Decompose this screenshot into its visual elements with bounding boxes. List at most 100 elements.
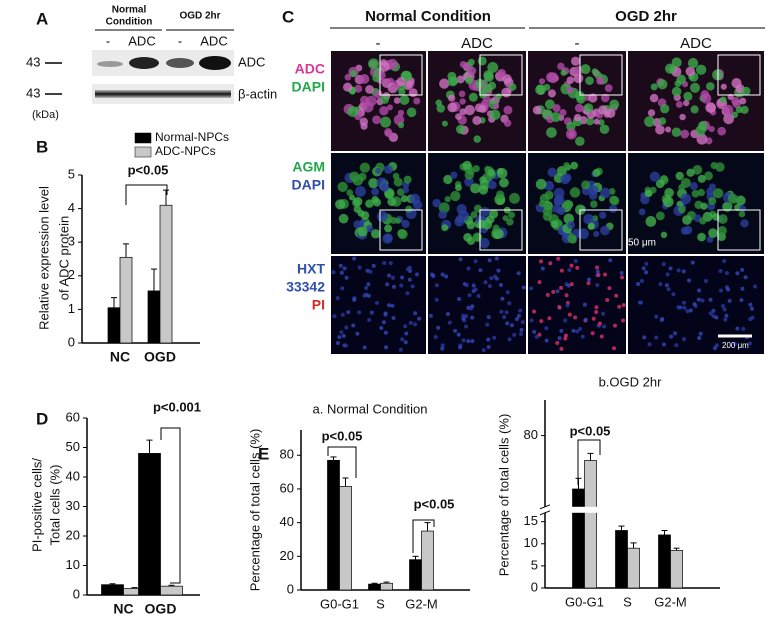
cell — [500, 296, 505, 301]
cell — [596, 272, 601, 277]
cell — [571, 56, 581, 66]
cell — [397, 109, 405, 117]
cell — [458, 90, 466, 98]
cell — [455, 113, 462, 120]
y-axis-label: PI-positive cells/ — [29, 458, 44, 552]
cell — [487, 284, 492, 289]
cell — [408, 320, 413, 325]
cell — [470, 211, 478, 219]
cell — [668, 266, 673, 271]
cell — [690, 105, 699, 114]
bar — [380, 582, 393, 591]
cell — [538, 200, 546, 208]
cell — [464, 177, 474, 187]
cell — [747, 341, 752, 346]
cell — [470, 183, 481, 194]
cell — [355, 186, 366, 197]
cell — [403, 175, 412, 184]
cell — [414, 272, 419, 277]
cell — [371, 187, 380, 196]
cell — [507, 301, 512, 306]
cell — [595, 265, 600, 270]
cell — [557, 304, 562, 309]
cell — [455, 184, 462, 192]
cell — [689, 82, 701, 93]
cell — [502, 215, 509, 222]
cell — [347, 106, 359, 118]
cell — [547, 72, 559, 84]
cell — [397, 122, 405, 129]
error-bar — [587, 452, 594, 461]
cell — [583, 213, 594, 225]
x-tick-label: NC — [110, 349, 130, 365]
significance-bracket — [577, 439, 601, 485]
cell — [647, 109, 656, 117]
cell — [683, 99, 690, 107]
cell — [708, 228, 718, 238]
bar-break — [571, 506, 586, 513]
cell — [544, 99, 555, 110]
cell — [685, 66, 696, 77]
cell — [551, 289, 556, 294]
panel-label: C — [282, 7, 294, 26]
cell — [679, 113, 686, 121]
cell — [472, 115, 482, 126]
bar-chart: 0 10 20 30 40 50 60 PI-positive cells/Total cel… — [29, 399, 201, 616]
cell — [691, 189, 700, 198]
cell — [492, 335, 497, 340]
cell — [399, 283, 404, 288]
cell — [509, 83, 517, 91]
error-bar — [131, 587, 138, 589]
cell — [351, 323, 356, 328]
cell — [641, 266, 646, 271]
cell — [368, 58, 380, 70]
cell — [638, 208, 646, 216]
cell — [539, 319, 544, 324]
cell — [599, 124, 610, 135]
cell — [445, 312, 450, 317]
cell — [438, 210, 447, 219]
cell — [598, 105, 608, 115]
cell — [384, 128, 393, 137]
cell — [440, 346, 445, 351]
cell — [332, 314, 337, 319]
cell — [700, 298, 705, 303]
cell — [660, 231, 668, 239]
cell — [388, 261, 393, 266]
cell — [489, 276, 494, 281]
cell — [481, 348, 486, 353]
cell — [465, 76, 473, 85]
cell — [680, 193, 692, 205]
cell — [337, 335, 342, 340]
bar — [627, 547, 640, 589]
cell — [496, 190, 505, 199]
cell — [697, 174, 706, 183]
cell — [565, 128, 577, 140]
cell — [441, 120, 448, 127]
cell — [417, 316, 422, 321]
cell — [687, 57, 699, 69]
cell — [478, 268, 483, 273]
cell — [516, 271, 521, 276]
cell — [687, 278, 692, 283]
cell — [739, 298, 744, 303]
cell — [645, 216, 657, 227]
cell — [738, 210, 746, 218]
cell — [731, 78, 742, 89]
cell — [367, 317, 372, 322]
cell — [364, 199, 374, 208]
blot-band — [129, 57, 159, 69]
panel-label: E — [258, 444, 269, 463]
cell — [544, 326, 549, 331]
cell — [353, 197, 363, 207]
y-tick-label: 1 — [68, 301, 75, 316]
cell — [740, 219, 749, 228]
cell — [660, 316, 665, 321]
cell — [466, 266, 471, 271]
bar — [670, 550, 683, 589]
error-bar — [151, 268, 157, 291]
cell — [712, 188, 724, 199]
cell — [723, 113, 734, 125]
cell — [566, 86, 574, 94]
cell — [387, 58, 398, 70]
